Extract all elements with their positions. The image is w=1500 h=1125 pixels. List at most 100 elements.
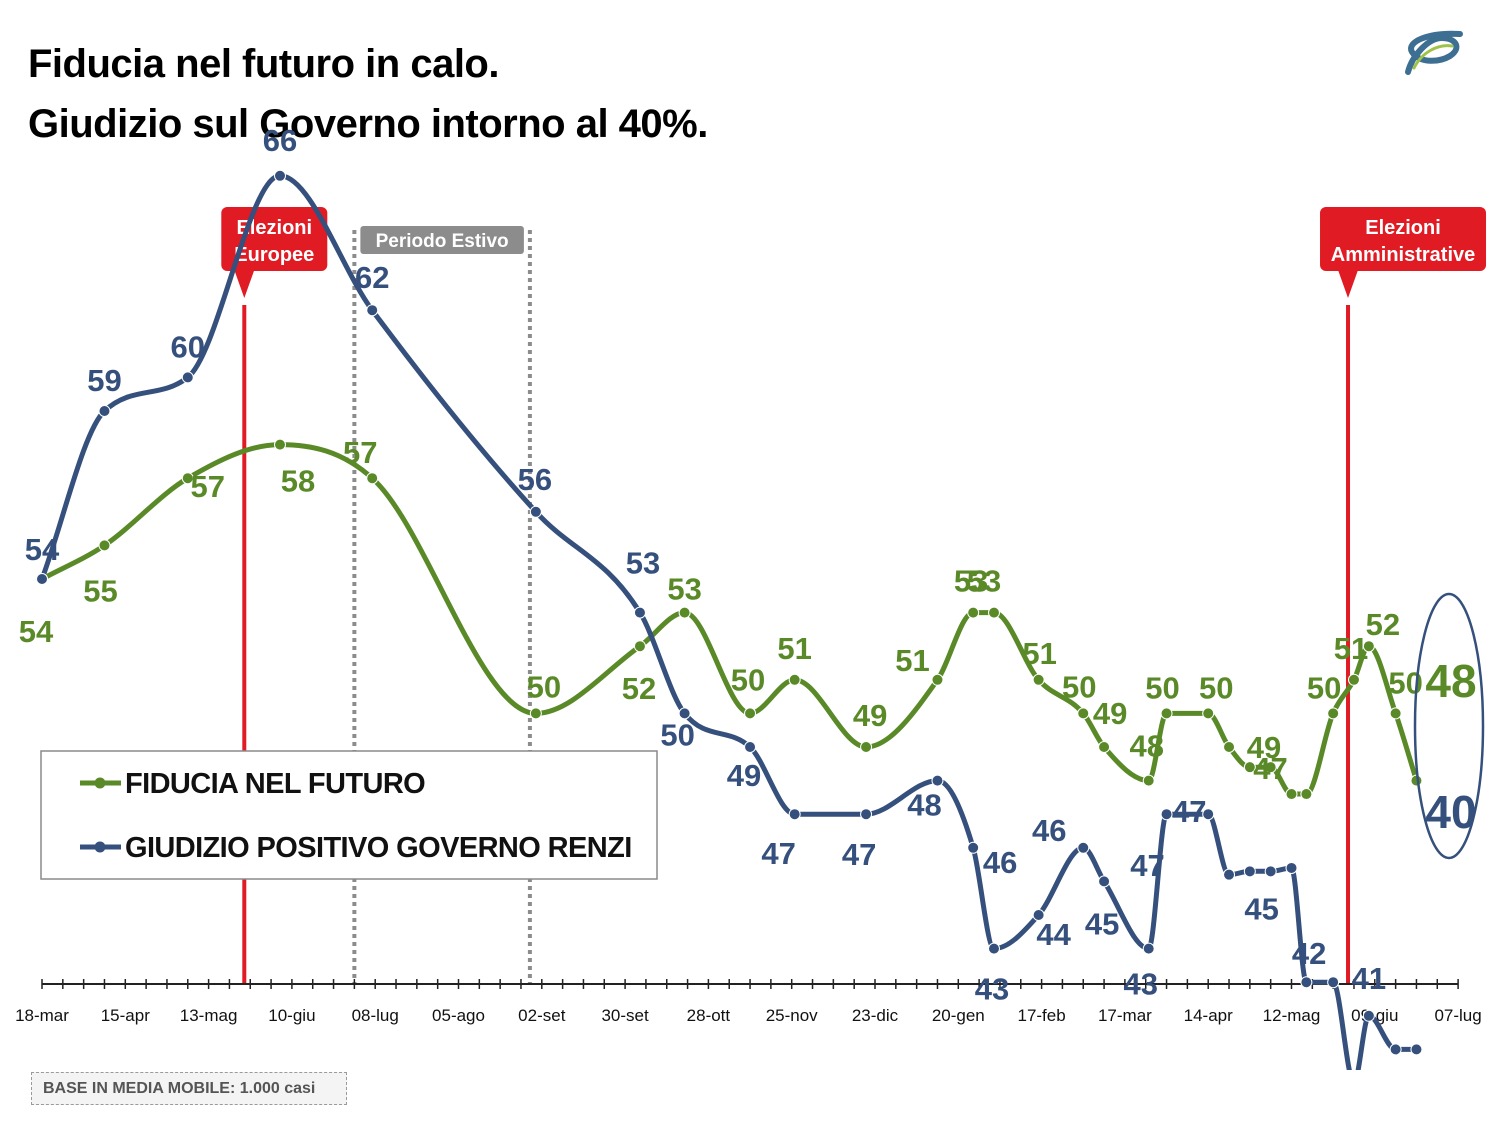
x-tick-label: 07-lug bbox=[1434, 1006, 1481, 1025]
data-point bbox=[529, 707, 542, 720]
x-tick-label: 05-ago bbox=[432, 1006, 485, 1025]
data-point bbox=[988, 942, 1000, 955]
data-label: 43 bbox=[1123, 967, 1157, 1002]
data-label: 51 bbox=[1022, 636, 1056, 671]
data-label: 49 bbox=[1247, 730, 1281, 765]
line-chart: Periodo Estivo Elezioni Europee Elezioni Am… bbox=[15, 123, 1487, 1070]
data-point bbox=[678, 707, 691, 720]
period-label: Periodo Estivo bbox=[376, 231, 509, 252]
x-tick-label: 28-ott bbox=[687, 1006, 731, 1025]
event-callout-pointer bbox=[1338, 270, 1359, 298]
data-point bbox=[1223, 868, 1236, 881]
data-point bbox=[988, 606, 1000, 619]
event-label: Elezioni bbox=[237, 217, 313, 239]
x-tick-label: 20-gen bbox=[932, 1006, 985, 1025]
x-axis: 18-mar 15-apr 13-mag 10-giu 08-lug 05-ago 02-s… bbox=[15, 979, 1482, 1025]
data-point bbox=[181, 371, 194, 384]
data-point bbox=[788, 808, 801, 821]
data-point bbox=[274, 438, 286, 451]
data-point bbox=[1243, 865, 1256, 878]
data-point bbox=[788, 673, 801, 686]
data-label: 50 bbox=[660, 717, 694, 752]
data-label: 50 bbox=[1062, 669, 1096, 704]
data-label: 49 bbox=[1093, 696, 1127, 731]
data-point bbox=[1264, 865, 1277, 878]
data-label: 49 bbox=[727, 758, 761, 793]
data-point bbox=[1032, 673, 1045, 686]
data-point bbox=[1362, 640, 1375, 653]
data-point bbox=[1327, 707, 1340, 720]
base-note: BASE IN MEDIA MOBILE: 1.000 casi bbox=[31, 1072, 347, 1105]
data-point bbox=[967, 841, 980, 854]
data-point bbox=[1285, 788, 1298, 801]
event-label: Europee bbox=[234, 244, 314, 266]
data-point bbox=[967, 606, 980, 619]
data-label: 58 bbox=[281, 464, 315, 499]
last-value-label: 48 bbox=[1425, 655, 1476, 707]
series-lines bbox=[36, 169, 1423, 1070]
data-label: 45 bbox=[1244, 891, 1278, 926]
x-tick-label: 17-feb bbox=[1017, 1006, 1065, 1025]
last-value-callout: 48 40 bbox=[1413, 592, 1485, 860]
x-tick-label: 10-giu bbox=[268, 1006, 315, 1025]
data-label: 46 bbox=[983, 845, 1017, 880]
data-point bbox=[98, 539, 111, 552]
x-tick-label: 13-mag bbox=[180, 1006, 238, 1025]
data-point bbox=[860, 808, 873, 821]
data-point bbox=[529, 505, 542, 518]
data-point bbox=[1032, 909, 1045, 921]
data-point bbox=[181, 472, 194, 485]
data-label: 41 bbox=[1352, 961, 1386, 996]
data-point bbox=[1410, 1043, 1423, 1056]
data-label: 53 bbox=[626, 546, 660, 581]
data-label: 46 bbox=[1032, 813, 1066, 848]
data-label: 53 bbox=[967, 564, 1001, 599]
x-tick-label: 18-mar bbox=[15, 1006, 69, 1025]
data-label: 48 bbox=[907, 788, 941, 823]
data-label: 53 bbox=[954, 564, 988, 599]
data-label: 57 bbox=[343, 435, 377, 470]
data-label: 43 bbox=[975, 972, 1009, 1007]
data-label: 47 bbox=[761, 836, 795, 871]
data-point bbox=[366, 304, 379, 317]
data-label: 62 bbox=[355, 260, 389, 295]
data-label: 40 bbox=[1360, 1069, 1394, 1070]
page-title-line-2: Giudizio sul Governo intorno al 40%. bbox=[28, 102, 708, 146]
data-label: 60 bbox=[171, 329, 205, 364]
data-label: 59 bbox=[87, 363, 121, 398]
x-tick-label: 15-apr bbox=[101, 1006, 150, 1025]
event-label: Amministrative bbox=[1331, 244, 1476, 266]
data-point bbox=[1264, 761, 1277, 774]
data-point bbox=[1362, 1009, 1375, 1022]
x-tick-label: 02-set bbox=[518, 1006, 566, 1025]
last-value-ellipse bbox=[1413, 592, 1485, 860]
series-line bbox=[39, 173, 1419, 1070]
series-line bbox=[39, 442, 1419, 797]
data-point bbox=[1098, 741, 1111, 753]
data-label: 52 bbox=[1366, 607, 1400, 642]
data-label: 66 bbox=[263, 123, 297, 158]
data-point bbox=[744, 741, 757, 753]
data-point bbox=[1327, 976, 1340, 989]
data-point bbox=[633, 606, 646, 619]
data-label: 54 bbox=[19, 614, 54, 649]
annotation-periods: Periodo Estivo bbox=[352, 226, 532, 984]
data-label: 51 bbox=[1334, 631, 1368, 666]
data-point bbox=[1142, 774, 1155, 787]
data-point bbox=[1243, 761, 1256, 774]
data-point bbox=[274, 169, 286, 182]
data-point bbox=[1202, 808, 1215, 821]
x-tick-label: 25-nov bbox=[766, 1006, 818, 1025]
data-label: 51 bbox=[777, 631, 811, 666]
data-label: 51 bbox=[895, 643, 929, 678]
data-label: 47 bbox=[1130, 848, 1164, 883]
x-tick-label: 14-apr bbox=[1184, 1006, 1233, 1025]
data-point bbox=[1098, 875, 1111, 888]
data-point bbox=[860, 741, 873, 753]
data-point bbox=[1160, 808, 1173, 821]
data-point bbox=[633, 640, 646, 653]
data-point bbox=[1300, 976, 1313, 989]
data-point bbox=[1389, 707, 1402, 720]
data-point bbox=[678, 606, 691, 619]
